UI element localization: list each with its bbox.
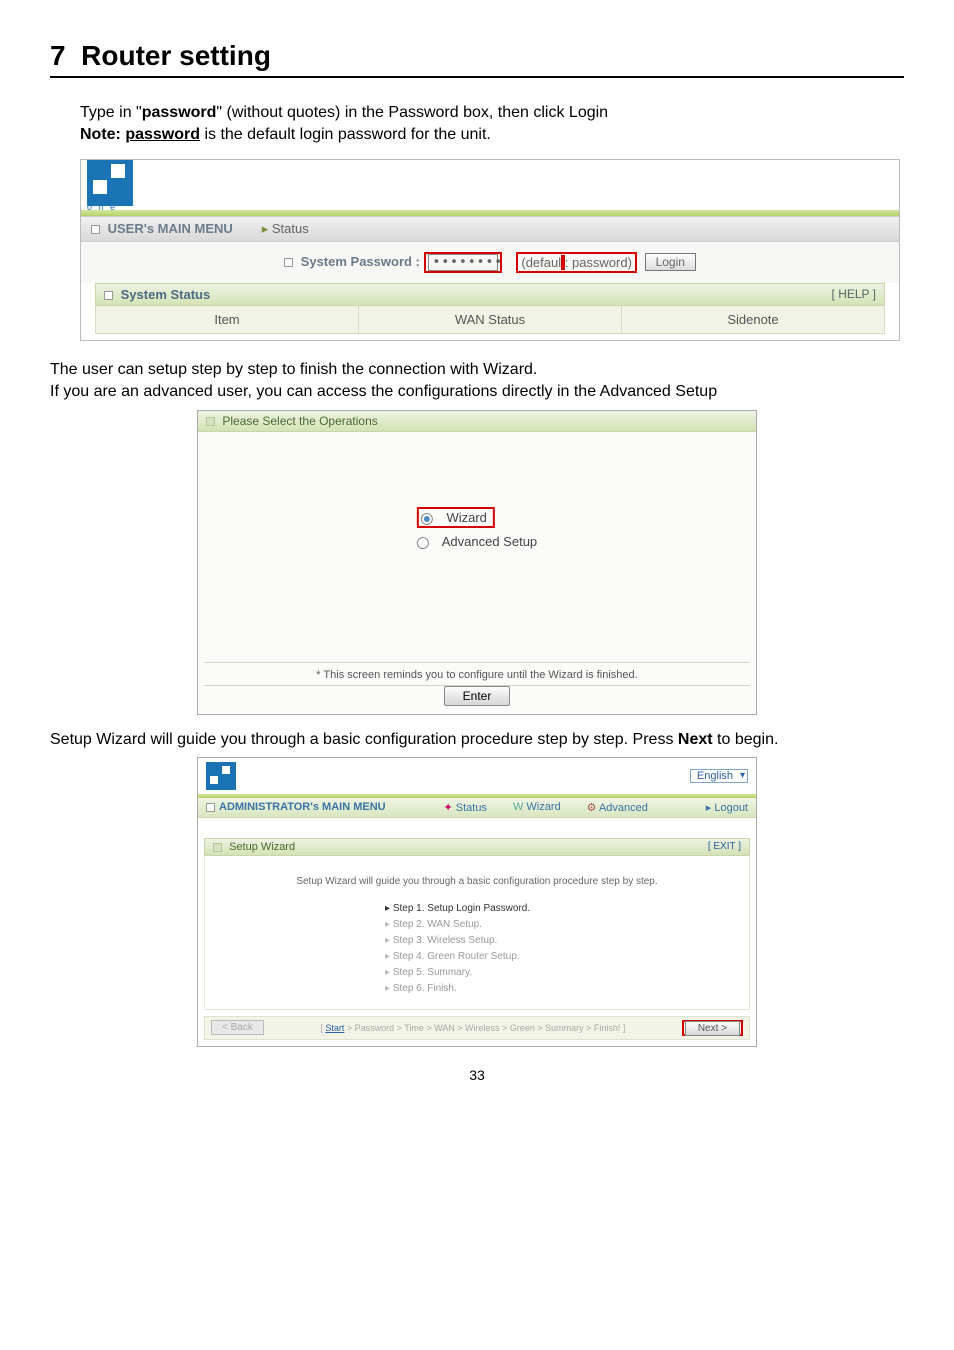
system-status-panel: System Status [ HELP ] Item WAN Status S… [95, 283, 885, 334]
next-highlight-box: Next > [682, 1020, 743, 1036]
default-password-highlight: (default: password) [516, 252, 637, 273]
wizard-footer: < Back [ Start > Password > Time > WAN >… [204, 1016, 750, 1040]
setup-wizard-header: Setup Wizard [ EXIT ] [204, 838, 750, 856]
option-wizard[interactable]: Wizard [417, 507, 537, 528]
option-wizard-label: Wizard [446, 510, 486, 525]
admin-menu-label: ADMINISTRATOR's MAIN MENU [219, 801, 386, 813]
wizard-note: * This screen reminds you to configure u… [198, 663, 756, 685]
col-wan: WAN Status [358, 306, 621, 333]
password-input[interactable]: •••••••• [428, 254, 498, 271]
next-button[interactable]: Next > [685, 1021, 740, 1036]
brand-logo-icon [206, 762, 236, 790]
after-shot2-text: Setup Wizard will guide you through a ba… [50, 729, 904, 751]
step-4: Step 4. Green Router Setup. [385, 951, 749, 962]
screenshot-login: level o n e USER's MAIN MENU ▸ Status Sy… [80, 159, 900, 341]
logo-bar: level o n e [81, 160, 899, 210]
setup-wizard-title: Setup Wizard [229, 841, 295, 853]
brand-logo-icon [87, 160, 133, 206]
col-item: Item [96, 306, 358, 333]
radio-wizard-icon[interactable] [421, 513, 433, 525]
password-row: System Password : •••••••• (default: pas… [81, 242, 899, 283]
section-number: 7 [50, 40, 66, 71]
logout-link[interactable]: ▸ Logout [706, 801, 748, 814]
wizard-topbar: English [198, 758, 756, 794]
login-button[interactable]: Login [645, 253, 696, 271]
mid-text-1: The user can setup step by step to finis… [50, 359, 904, 381]
step-2: Step 2. WAN Setup. [385, 919, 749, 930]
page-icon [284, 258, 293, 267]
section-title: 7 Router setting [50, 40, 904, 72]
setup-wizard-body: Setup Wizard will guide you through a ba… [204, 856, 750, 1010]
select-op-header: Please Select the Operations [198, 411, 756, 432]
system-password-label: System Password : [301, 254, 420, 269]
system-status-header: System Status [ HELP ] [95, 283, 885, 306]
status-tab[interactable]: Status [272, 221, 309, 236]
tab-wizard[interactable]: W Wizard [513, 801, 561, 814]
step-6: Step 6. Finish. [385, 983, 749, 994]
select-op-title: Please Select the Operations [222, 414, 377, 428]
password-highlight-box: •••••••• [424, 252, 502, 273]
page-number: 33 [50, 1067, 904, 1083]
page-icon [104, 291, 113, 300]
col-sidenote: Sidenote [621, 306, 884, 333]
language-selector[interactable]: English [690, 769, 748, 783]
radio-advanced-icon[interactable] [417, 537, 429, 549]
breadcrumb: [ Start > Password > Time > WAN > Wirele… [320, 1023, 625, 1033]
enter-button[interactable]: Enter [444, 686, 511, 706]
screenshot-setup-wizard: English ADMINISTRATOR's MAIN MENU ✦ Stat… [197, 757, 757, 1047]
step-3: Step 3. Wireless Setup. [385, 935, 749, 946]
page-icon [206, 417, 215, 426]
intro-note: Note: password is the default login pass… [80, 124, 904, 146]
section-title-text: Router setting [81, 40, 271, 71]
page-icon [213, 843, 222, 852]
mid-text-2: If you are an advanced user, you can acc… [50, 381, 904, 403]
language-value[interactable]: English [690, 769, 748, 783]
crumb-start[interactable]: Start [325, 1023, 344, 1033]
main-menu-bar: USER's MAIN MENU ▸ Status [81, 216, 899, 242]
screenshot-select-op: Please Select the Operations Wizard Adva… [197, 410, 757, 715]
intro-line1: Type in "password" (without quotes) in t… [80, 102, 904, 124]
tab-advanced[interactable]: ⚙ Advanced [587, 801, 648, 814]
exit-link[interactable]: [ EXIT ] [708, 841, 741, 852]
step-1: Step 1. Setup Login Password. [385, 903, 749, 914]
help-link[interactable]: [ HELP ] [832, 287, 876, 301]
page-icon [206, 803, 215, 812]
main-menu-label: USER's MAIN MENU [108, 221, 233, 236]
step-5: Step 5. Summary. [385, 967, 749, 978]
wizard-intro-text: Setup Wizard will guide you through a ba… [205, 876, 749, 887]
option-advanced[interactable]: Advanced Setup [417, 534, 537, 549]
option-advanced-label: Advanced Setup [442, 534, 537, 549]
status-columns: Item WAN Status Sidenote [95, 306, 885, 334]
back-button[interactable]: < Back [211, 1020, 264, 1035]
page-icon [91, 225, 100, 234]
admin-menu-bar: ADMINISTRATOR's MAIN MENU ✦ Status W Wiz… [198, 798, 756, 818]
default-password-text: (default: password) [521, 255, 632, 270]
tab-status[interactable]: ✦ Status [443, 801, 486, 814]
title-rule [50, 76, 904, 78]
wizard-steps: Step 1. Setup Login Password. Step 2. WA… [385, 903, 749, 994]
system-status-title: System Status [121, 287, 211, 302]
